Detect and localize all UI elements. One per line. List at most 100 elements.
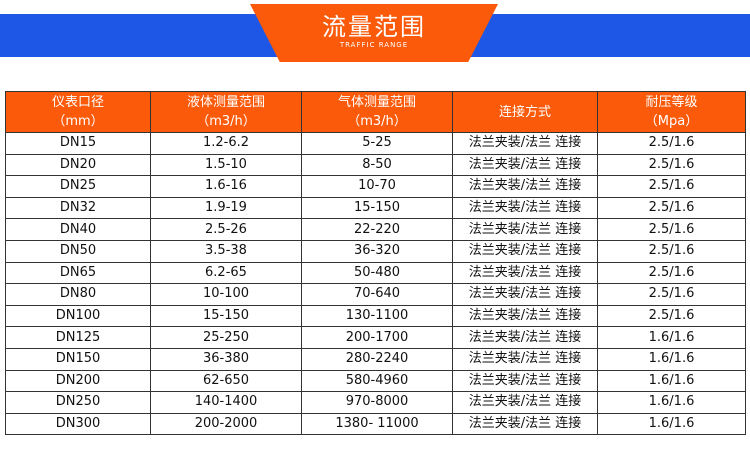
table-row: DN300 200-2000 1380- 11000 法兰夹装/法兰 连接 1.6/1.… <box>5 412 746 436</box>
cell-connection: 法兰夹装/法兰 连接 <box>452 304 598 328</box>
table-header-row: 仪表口径 （mm） 液体测量范围 （m3/h） 气体测量范围 （m3/h） 连接… <box>5 91 746 133</box>
cell-diameter: DN32 <box>5 196 151 220</box>
cell-pressure: 1.6/1.6 <box>597 391 746 414</box>
cell-pressure: 2.5/1.6 <box>597 196 746 220</box>
header-diameter: 仪表口径 （mm） <box>5 91 151 133</box>
header-diameter-unit: （mm） <box>52 114 104 129</box>
table-row: DN250 140-1400 970-8000 法兰夹装/法兰 连接 1.6/1.6 <box>5 391 746 414</box>
cell-diameter: DN100 <box>5 304 151 328</box>
cell-liquid-range: 3.5-38 <box>150 239 302 263</box>
cell-diameter: DN300 <box>5 412 151 436</box>
header-gas-range-name: 气体测量范围 <box>337 95 416 110</box>
cell-connection: 法兰夹装/法兰 连接 <box>452 132 598 155</box>
table-row: DN65 6.2-65 50-480 法兰夹装/法兰 连接 2.5/1.6 <box>5 261 746 285</box>
cell-pressure: 2.5/1.6 <box>597 261 746 285</box>
cell-diameter: DN200 <box>5 369 151 393</box>
banner-title: 流量范围 <box>322 13 426 41</box>
cell-liquid-range: 1.9-19 <box>150 196 302 220</box>
cell-diameter: DN15 <box>5 132 151 155</box>
cell-connection: 法兰夹装/法兰 连接 <box>452 175 598 198</box>
cell-pressure: 1.6/1.6 <box>597 369 746 393</box>
flow-range-table: 仪表口径 （mm） 液体测量范围 （m3/h） 气体测量范围 （m3/h） 连接… <box>5 91 746 436</box>
table-row: DN20 1.5-10 8-50 法兰夹装/法兰 连接 2.5/1.6 <box>5 153 746 177</box>
table-row: DN125 25-250 200-1700 法兰夹装/法兰 连接 1.6/1.6 <box>5 326 746 349</box>
cell-gas-range: 22-220 <box>301 218 453 241</box>
cell-connection: 法兰夹装/法兰 连接 <box>452 261 598 285</box>
cell-gas-range: 5-25 <box>301 132 453 155</box>
cell-liquid-range: 25-250 <box>150 326 302 349</box>
cell-connection: 法兰夹装/法兰 连接 <box>452 347 598 371</box>
cell-pressure: 2.5/1.6 <box>597 218 746 241</box>
table-row: DN40 2.5-26 22-220 法兰夹装/法兰 连接 2.5/1.6 <box>5 218 746 241</box>
cell-gas-range: 970-8000 <box>301 391 453 414</box>
cell-gas-range: 15-150 <box>301 196 453 220</box>
cell-pressure: 1.6/1.6 <box>597 412 746 436</box>
cell-pressure: 2.5/1.6 <box>597 283 746 306</box>
cell-diameter: DN150 <box>5 347 151 371</box>
cell-pressure: 2.5/1.6 <box>597 132 746 155</box>
cell-liquid-range: 1.2-6.2 <box>150 132 302 155</box>
cell-gas-range: 200-1700 <box>301 326 453 349</box>
header-pressure-name: 耐压等级 <box>645 95 698 110</box>
header-liquid-range-unit: （m3/h） <box>196 114 256 129</box>
cell-pressure: 2.5/1.6 <box>597 239 746 263</box>
cell-diameter: DN40 <box>5 218 151 241</box>
table-row: DN32 1.9-19 15-150 法兰夹装/法兰 连接 2.5/1.6 <box>5 196 746 220</box>
cell-gas-range: 50-480 <box>301 261 453 285</box>
cell-liquid-range: 200-2000 <box>150 412 302 436</box>
cell-pressure: 2.5/1.6 <box>597 304 746 328</box>
table-body: DN15 1.2-6.2 5-25 法兰夹装/法兰 连接 2.5/1.6 DN20 1.5-… <box>5 132 746 436</box>
table-row: DN150 36-380 280-2240 法兰夹装/法兰 连接 1.6/1.6 <box>5 347 746 371</box>
cell-gas-range: 280-2240 <box>301 347 453 371</box>
table-row: DN50 3.5-38 36-320 法兰夹装/法兰 连接 2.5/1.6 <box>5 239 746 263</box>
cell-liquid-range: 36-380 <box>150 347 302 371</box>
section-banner: 流量范围 TRAFFIC RANGE <box>250 4 498 62</box>
header-liquid-range-name: 液体测量范围 <box>186 95 265 110</box>
cell-gas-range: 10-70 <box>301 175 453 198</box>
cell-liquid-range: 140-1400 <box>150 391 302 414</box>
cell-gas-range: 36-320 <box>301 239 453 263</box>
cell-diameter: DN20 <box>5 153 151 177</box>
cell-diameter: DN125 <box>5 326 151 349</box>
cell-connection: 法兰夹装/法兰 连接 <box>452 218 598 241</box>
header-gas-range: 气体测量范围 （m3/h） <box>301 91 453 133</box>
cell-diameter: DN65 <box>5 261 151 285</box>
cell-pressure: 2.5/1.6 <box>597 153 746 177</box>
cell-gas-range: 8-50 <box>301 153 453 177</box>
table-row: DN100 15-150 130-1100 法兰夹装/法兰 连接 2.5/1.6 <box>5 304 746 328</box>
cell-liquid-range: 10-100 <box>150 283 302 306</box>
table-row: DN25 1.6-16 10-70 法兰夹装/法兰 连接 2.5/1.6 <box>5 175 746 198</box>
table-row: DN15 1.2-6.2 5-25 法兰夹装/法兰 连接 2.5/1.6 <box>5 132 746 155</box>
cell-gas-range: 70-640 <box>301 283 453 306</box>
cell-connection: 法兰夹装/法兰 连接 <box>452 196 598 220</box>
header-liquid-range: 液体测量范围 （m3/h） <box>150 91 302 133</box>
cell-connection: 法兰夹装/法兰 连接 <box>452 391 598 414</box>
cell-connection: 法兰夹装/法兰 连接 <box>452 283 598 306</box>
cell-liquid-range: 1.5-10 <box>150 153 302 177</box>
cell-gas-range: 1380- 11000 <box>301 412 453 436</box>
cell-liquid-range: 6.2-65 <box>150 261 302 285</box>
cell-liquid-range: 15-150 <box>150 304 302 328</box>
cell-gas-range: 130-1100 <box>301 304 453 328</box>
header-gas-range-unit: （m3/h） <box>347 114 407 129</box>
cell-connection: 法兰夹装/法兰 连接 <box>452 369 598 393</box>
header-pressure-unit: （Mpa） <box>644 114 699 129</box>
cell-pressure: 2.5/1.6 <box>597 175 746 198</box>
cell-gas-range: 580-4960 <box>301 369 453 393</box>
cell-diameter: DN50 <box>5 239 151 263</box>
banner-subtitle: TRAFFIC RANGE <box>339 41 409 49</box>
cell-liquid-range: 1.6-16 <box>150 175 302 198</box>
header-pressure: 耐压等级 （Mpa） <box>597 91 746 133</box>
header-connection-name: 连接方式 <box>498 104 551 120</box>
cell-diameter: DN80 <box>5 283 151 306</box>
cell-connection: 法兰夹装/法兰 连接 <box>452 412 598 436</box>
table-row: DN200 62-650 580-4960 法兰夹装/法兰 连接 1.6/1.6 <box>5 369 746 393</box>
cell-pressure: 1.6/1.6 <box>597 347 746 371</box>
cell-connection: 法兰夹装/法兰 连接 <box>452 153 598 177</box>
cell-connection: 法兰夹装/法兰 连接 <box>452 239 598 263</box>
header-diameter-name: 仪表口径 <box>51 95 104 110</box>
cell-liquid-range: 62-650 <box>150 369 302 393</box>
cell-diameter: DN25 <box>5 175 151 198</box>
header-connection: 连接方式 <box>452 91 598 133</box>
cell-pressure: 1.6/1.6 <box>597 326 746 349</box>
